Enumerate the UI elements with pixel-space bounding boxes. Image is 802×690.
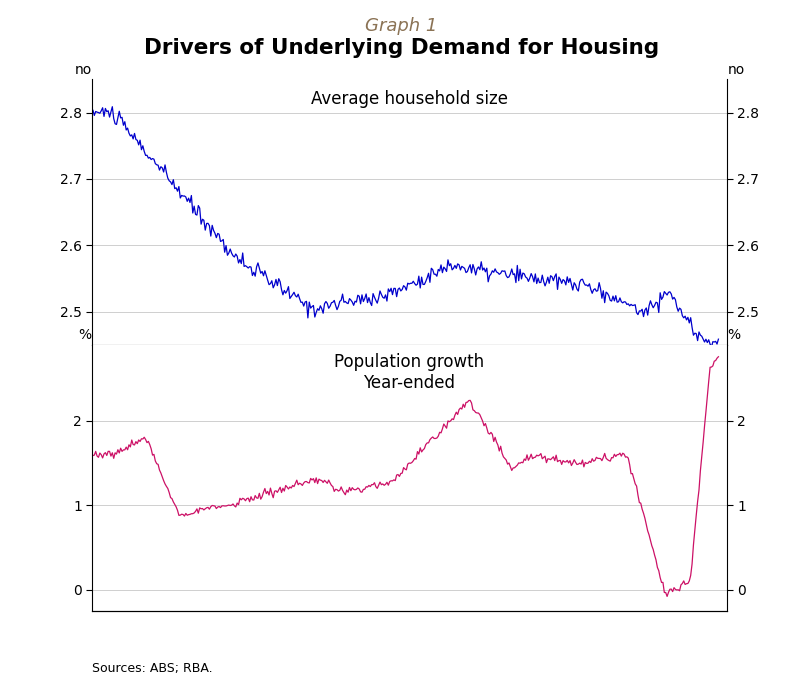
Text: %: % bbox=[727, 328, 739, 342]
Text: Drivers of Underlying Demand for Housing: Drivers of Underlying Demand for Housing bbox=[144, 38, 658, 58]
Text: no: no bbox=[727, 63, 743, 77]
Text: Graph 1: Graph 1 bbox=[365, 17, 437, 35]
Text: no: no bbox=[75, 63, 91, 77]
Text: Average household size: Average household size bbox=[310, 90, 508, 108]
Text: Sources: ABS; RBA.: Sources: ABS; RBA. bbox=[92, 662, 213, 675]
Text: Population growth
Year-ended: Population growth Year-ended bbox=[334, 353, 484, 392]
Text: %: % bbox=[79, 328, 91, 342]
